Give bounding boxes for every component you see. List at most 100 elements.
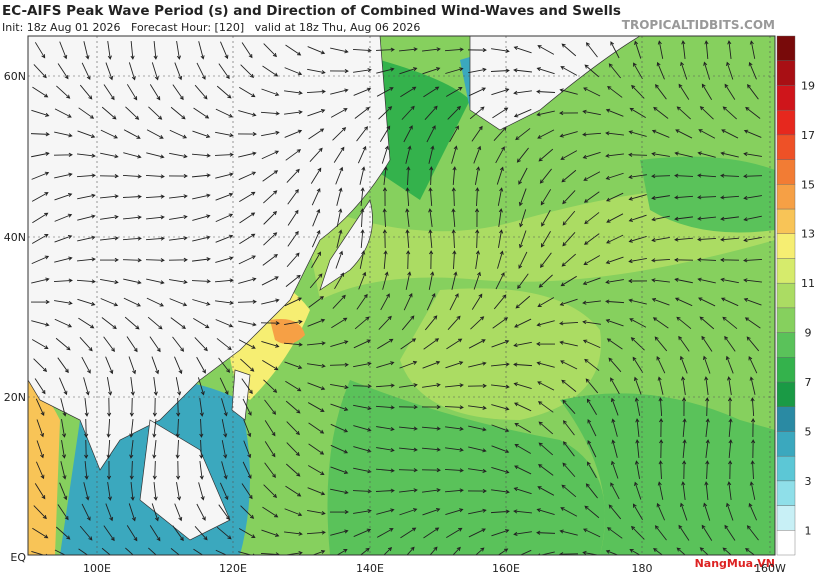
arrow	[701, 524, 713, 541]
arrow	[698, 129, 716, 139]
arrow	[445, 508, 464, 516]
arrow	[405, 229, 410, 249]
arrow	[722, 316, 738, 330]
arrow	[428, 187, 433, 207]
arrow	[635, 418, 640, 437]
arrow	[422, 360, 441, 369]
lat-label: 20N	[4, 391, 26, 404]
arrow	[628, 278, 648, 284]
arrow	[130, 482, 135, 501]
arrow	[491, 339, 510, 348]
arrow	[262, 359, 279, 371]
arrow	[605, 153, 624, 158]
arrow	[400, 86, 417, 98]
arrow	[215, 172, 234, 179]
arrow	[146, 215, 165, 220]
arrow	[582, 151, 601, 159]
arrow	[750, 397, 755, 417]
arrow	[605, 279, 624, 285]
arrow	[721, 129, 739, 139]
map-frame	[27, 35, 776, 556]
arrow	[515, 295, 531, 309]
arrow	[128, 503, 136, 522]
arrow	[194, 84, 208, 100]
arrow	[263, 190, 278, 204]
arrow	[421, 468, 441, 473]
arrow	[606, 213, 624, 223]
arrow	[123, 215, 142, 220]
arrow	[243, 440, 252, 459]
arrow	[428, 271, 435, 290]
arrow	[513, 90, 532, 95]
colorbar-swatch	[776, 381, 796, 407]
arrow	[100, 279, 119, 285]
arrow	[33, 358, 48, 372]
arrow	[100, 152, 119, 159]
arrow	[682, 460, 687, 480]
arrow	[310, 167, 322, 184]
arrow	[451, 145, 458, 164]
arrow	[610, 377, 620, 395]
arrow	[468, 361, 487, 368]
arrow	[423, 86, 440, 98]
arrow	[424, 315, 438, 331]
arrow	[215, 549, 231, 555]
arrow	[423, 338, 440, 350]
arrow	[697, 216, 716, 221]
arrow	[492, 107, 509, 119]
arrow	[697, 237, 717, 242]
arrow	[329, 68, 349, 74]
arrow	[174, 503, 183, 522]
arrow	[424, 105, 438, 120]
arrow	[633, 376, 642, 395]
arrow	[583, 191, 600, 203]
arrow	[656, 61, 665, 80]
arrow	[383, 547, 393, 555]
colorbar-swatch	[776, 60, 796, 86]
arrow	[172, 84, 184, 101]
arrow	[242, 398, 252, 416]
arrow	[36, 419, 45, 438]
arrow	[219, 482, 229, 501]
arrow	[331, 317, 348, 329]
arrow	[383, 166, 388, 185]
arrow	[336, 229, 343, 248]
arrow	[175, 377, 182, 396]
arrow	[174, 356, 183, 375]
arrow	[375, 405, 395, 410]
arrow	[452, 166, 457, 186]
arrow	[284, 129, 303, 138]
arrow	[446, 338, 463, 350]
arrow	[629, 107, 646, 118]
arrow	[444, 488, 464, 493]
arrow	[36, 461, 45, 480]
arrow	[674, 257, 694, 262]
arrow	[651, 174, 671, 179]
arrow	[123, 278, 142, 285]
arrow	[262, 506, 279, 518]
arrow	[169, 152, 188, 159]
arrow	[31, 151, 50, 158]
arrow	[375, 47, 395, 52]
arrow	[405, 145, 412, 164]
arrow	[699, 316, 715, 330]
arrow	[198, 482, 205, 501]
arrow	[194, 337, 208, 352]
arrow	[383, 250, 388, 270]
arrow	[284, 90, 303, 95]
arrow	[307, 46, 326, 55]
arrow	[657, 376, 664, 395]
arrow	[77, 214, 96, 221]
arrow	[474, 166, 481, 185]
arrow	[238, 255, 256, 265]
arrow	[429, 250, 434, 270]
arrow	[196, 503, 206, 521]
arrow	[697, 173, 717, 178]
lon-label: 120E	[219, 562, 247, 573]
arrow	[330, 403, 349, 411]
arrow	[628, 257, 647, 264]
arrow	[214, 278, 234, 283]
arrow	[474, 208, 480, 228]
arrow	[153, 377, 158, 396]
arrow	[449, 125, 459, 143]
